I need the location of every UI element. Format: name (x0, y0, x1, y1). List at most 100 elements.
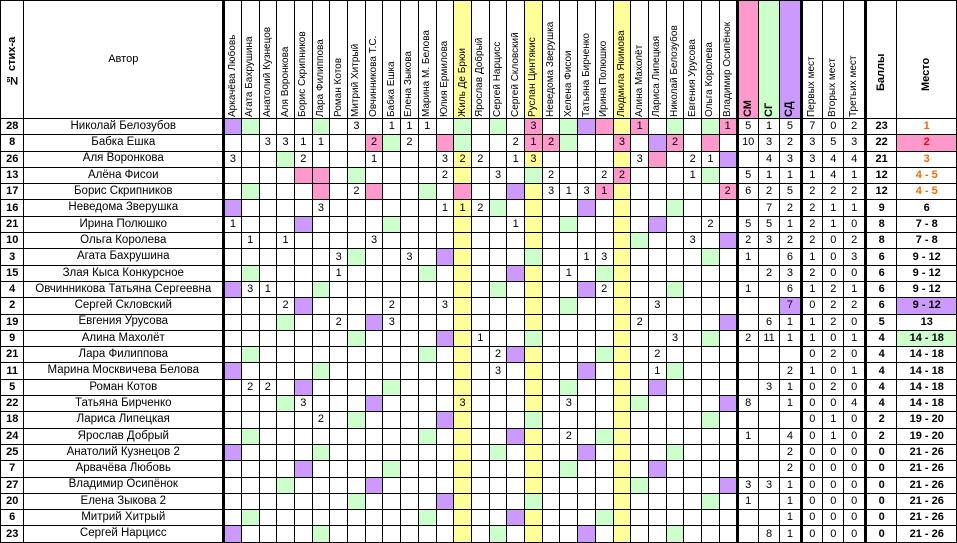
score-cell (577, 232, 596, 250)
table-row: 24 Ярослав Добрый 2 1 4 0 1 0 2 19 - 20 (0, 427, 957, 445)
first-places-cell: 0 (800, 492, 824, 511)
first-places-cell: 2 (800, 199, 824, 217)
score-cell (524, 329, 543, 348)
score-cell (701, 378, 720, 397)
score-cell (701, 509, 720, 527)
sd-cell: 3 (779, 264, 803, 282)
score-cell (222, 411, 242, 429)
score-cell (222, 362, 242, 380)
score-cell (293, 346, 313, 364)
juror-header: Бабка Ешка (382, 0, 402, 119)
sg-cell (757, 346, 781, 364)
score-cell (488, 443, 508, 462)
score-cell (647, 134, 667, 152)
score-cell (364, 297, 384, 315)
score-cell: 1 (718, 117, 739, 136)
table-row: 28 Николай Белозубов 3 1 1 1 3 1 1 5 1 5 7 0 2 23 1 (0, 117, 957, 136)
score-cell (311, 525, 331, 543)
score-total-cell: 4 (864, 395, 898, 413)
score-cell (577, 297, 596, 315)
sg-cell: 3 (757, 232, 781, 250)
second-places-cell: 0 (822, 362, 845, 380)
second-places-cell: 0 (822, 232, 845, 250)
table-row: 25 Анатолий Кузнецов 2 2 0 0 0 0 21 - 26 (0, 443, 957, 462)
place-cell: 14 - 18 (896, 395, 957, 413)
score-cell (311, 346, 331, 364)
score-cell (577, 346, 596, 364)
score-cell (453, 427, 472, 445)
score-cell (311, 297, 331, 315)
score-cell (701, 411, 720, 429)
score-cell: 1 (364, 150, 384, 168)
score-cell (240, 166, 260, 185)
score-cell (594, 460, 614, 478)
score-cell (417, 248, 437, 266)
score-cell (240, 134, 260, 152)
score-cell (647, 183, 667, 201)
sg-cell: 8 (757, 525, 781, 543)
score-cell (470, 378, 490, 397)
score-total-cell: 4 (864, 329, 898, 348)
poem-number: 19 (0, 313, 25, 331)
second-places-cell: 0 (822, 509, 845, 527)
score-cell (718, 248, 739, 266)
score-cell (222, 134, 242, 152)
score-cell (718, 215, 739, 234)
score-cell (683, 492, 703, 511)
third-places-cell: 2 (843, 297, 867, 315)
score-cell (488, 525, 508, 543)
score-cell (293, 280, 313, 299)
first-places-cell: 7 (800, 117, 824, 136)
score-cell: 1 (276, 232, 295, 250)
score-cell (222, 460, 242, 478)
score-cell (258, 460, 278, 478)
score-cell (400, 313, 419, 331)
score-cell (400, 460, 419, 478)
score-cell (293, 117, 313, 136)
poem-number: 11 (0, 362, 25, 380)
score-cell: 2 (630, 313, 649, 331)
sg-cell: 6 (757, 313, 781, 331)
score-cell (577, 166, 596, 185)
first-places-cell: 0 (800, 443, 824, 462)
score-cell (612, 297, 632, 315)
score-cell (435, 346, 455, 364)
score-cell (665, 248, 685, 266)
score-cell (347, 232, 366, 250)
score-cell (400, 346, 419, 364)
score-cell (435, 117, 455, 136)
score-cell (311, 362, 331, 380)
score-cell: 2 (347, 183, 366, 201)
sd-cell: 1 (779, 329, 803, 348)
score-cell (329, 460, 349, 478)
score-cell (293, 460, 313, 478)
score-cell (683, 248, 703, 266)
sg-cell (757, 362, 781, 380)
place-cell: 4 - 5 (896, 183, 957, 201)
poem-number: 25 (0, 443, 25, 462)
second-places-cell: 0 (822, 476, 845, 494)
score-cell (470, 183, 490, 201)
score-cell (630, 362, 649, 380)
juror-header: Татьяна Бирченко (577, 0, 596, 119)
score-cell (240, 346, 260, 364)
score-cell (276, 443, 295, 462)
score-cell: 2 (240, 378, 260, 397)
score-total-cell: 6 (864, 248, 898, 266)
sm-cell: 3 (736, 476, 759, 494)
score-cell: 1 (435, 199, 455, 217)
score-cell (258, 117, 278, 136)
score-cell (347, 395, 366, 413)
juror-header: Николай Белозубов (665, 0, 685, 119)
score-cell (400, 329, 419, 348)
score-cell (559, 297, 579, 315)
score-cell (594, 329, 614, 348)
juror-header: Ирина Полюшко (594, 0, 614, 119)
sm-cell (736, 509, 759, 527)
score-cell (364, 264, 384, 282)
poem-number: 15 (0, 264, 25, 282)
juror-header: Жиль Де Брюи (453, 0, 472, 119)
juror-header: Лариса Липецкая (647, 0, 667, 119)
score-cell (400, 509, 419, 527)
score-cell: 3 (647, 297, 667, 315)
